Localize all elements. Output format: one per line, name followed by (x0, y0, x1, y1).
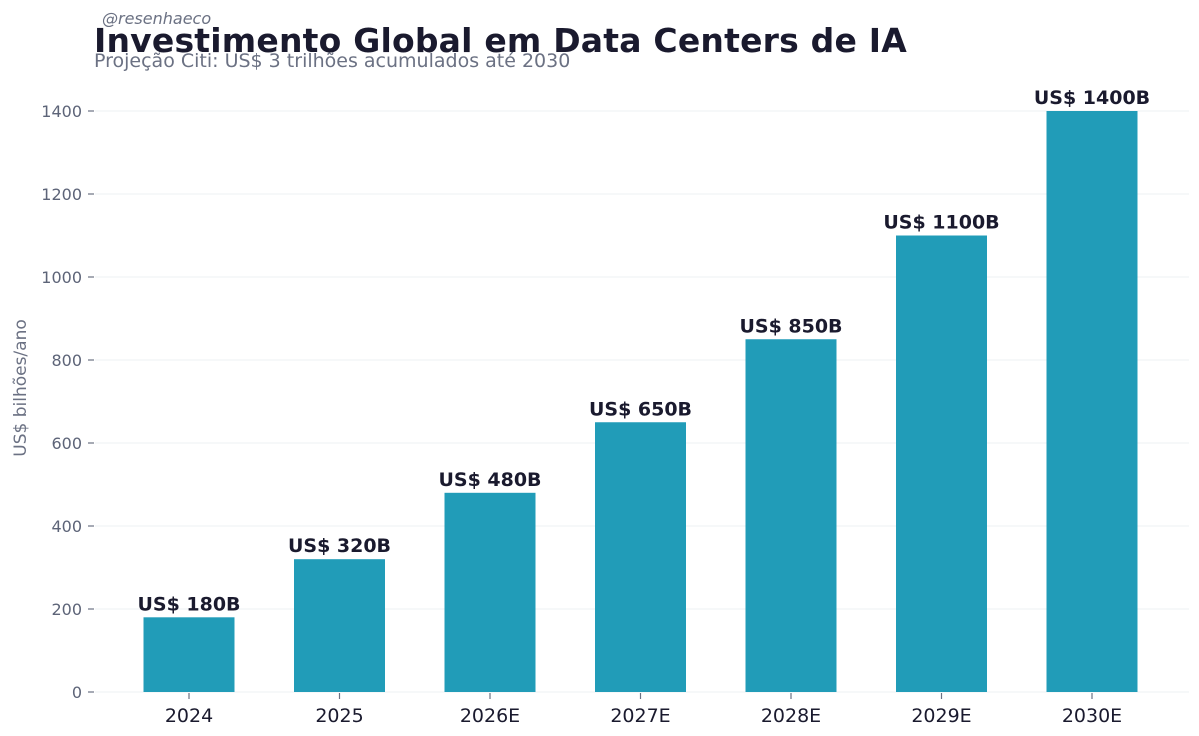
data-label: US$ 1100B (883, 212, 999, 234)
x-tick-label: 2029E (911, 705, 971, 727)
x-tick-label: 2025 (315, 705, 363, 727)
bar (896, 235, 987, 692)
bar (1046, 111, 1138, 692)
x-tick-label: 2027E (610, 705, 670, 727)
bars (143, 111, 1138, 692)
y-tick-label: 200 (51, 600, 82, 619)
bar (143, 617, 235, 692)
y-tick-label: 400 (51, 517, 82, 536)
data-label: US$ 320B (288, 535, 391, 557)
y-tick-label: 1200 (41, 185, 82, 204)
bar (444, 492, 536, 692)
data-label: US$ 850B (739, 315, 842, 337)
bar (595, 422, 686, 692)
y-tick-label: 0 (72, 683, 82, 702)
x-tick-label: 2024 (165, 705, 213, 727)
y-tick-label: 1000 (41, 268, 82, 287)
x-tick-label: 2030E (1062, 705, 1122, 727)
chart-subtitle: Projeção Citi: US$ 3 trilhões acumulados… (94, 50, 571, 72)
x-tick-label: 2026E (460, 705, 520, 727)
y-axis-title: US$ bilhões/ano (11, 319, 31, 457)
data-labels: US$ 180B US$ 320B US$ 480B US$ 650B US$ 850B… (137, 87, 1150, 615)
watermark-handle: @resenhaeco (102, 9, 212, 28)
x-axis-ticks: 2024 2025 2026E 2027E 2028E 2029E 2030E (165, 693, 1122, 727)
data-label: US$ 650B (589, 398, 692, 420)
y-tick-label: 600 (51, 434, 82, 453)
data-label: US$ 1400B (1034, 87, 1150, 109)
bar (294, 559, 385, 692)
y-tick-label: 800 (51, 351, 82, 370)
y-axis-ticks: 0 200 400 600 800 1000 1200 1400 (41, 102, 94, 702)
bar (745, 339, 837, 692)
x-tick-label: 2028E (761, 705, 821, 727)
y-tick-label: 1400 (41, 102, 82, 121)
data-label: US$ 480B (438, 469, 541, 491)
data-label: US$ 180B (137, 593, 240, 615)
chart-title: Investimento Global em Data Centers de I… (94, 21, 907, 60)
